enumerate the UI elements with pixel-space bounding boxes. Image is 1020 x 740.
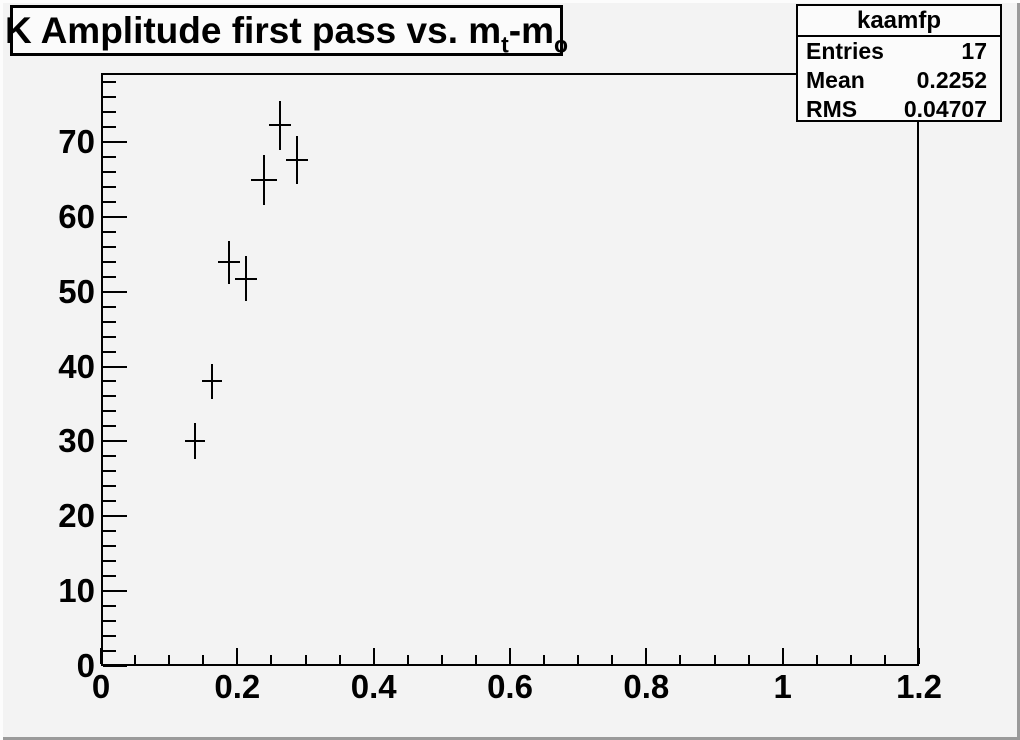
x-axis-tick-label: 0.6 xyxy=(487,668,533,705)
y-axis-tick-label: 60 xyxy=(58,197,95,235)
plot-frame xyxy=(101,73,919,666)
y-axis-tick-label: 70 xyxy=(58,122,95,160)
y-axis-tick-label: 30 xyxy=(58,422,95,460)
stats-label: Entries xyxy=(806,38,884,64)
y-axis-tick-label: 20 xyxy=(58,497,95,535)
stats-label: RMS xyxy=(806,96,858,122)
stats-row-rms: RMS 0.04707 xyxy=(798,95,1000,124)
stats-box: kaamfp Entries 17 Mean 0.2252 RMS 0.0470… xyxy=(796,4,1002,122)
x-axis-tick-label: 1.2 xyxy=(896,668,942,705)
stats-row-entries: Entries 17 xyxy=(798,37,1000,66)
stats-value: 0.04707 xyxy=(903,96,987,122)
x-axis-tick-label: 0.2 xyxy=(214,668,261,705)
stats-value: 17 xyxy=(961,38,987,64)
chart-title-box: K Amplitude first pass vs. mt-mo xyxy=(5,5,568,56)
subscript-t: t xyxy=(501,31,509,58)
y-axis-tick-label: 40 xyxy=(58,347,95,385)
stats-label: Mean xyxy=(806,67,865,93)
x-axis-tick-label: 0.4 xyxy=(350,668,397,705)
stats-box-title: kaamfp xyxy=(798,6,1000,37)
y-axis-tick-label: 10 xyxy=(58,572,95,610)
y-axis-tick-label: 0 xyxy=(76,647,95,684)
x-axis-tick-label: 0 xyxy=(91,668,111,705)
x-axis-tick-label: 1 xyxy=(773,668,792,705)
y-axis-tick-label: 50 xyxy=(58,272,95,310)
x-axis-tick-label: 0.8 xyxy=(623,668,670,705)
chart-title-text: K Amplitude first pass vs. mt-mo xyxy=(4,9,569,58)
stats-value: 0.2252 xyxy=(916,67,987,93)
subscript-o: o xyxy=(554,31,569,58)
stats-row-mean: Mean 0.2252 xyxy=(798,66,1000,95)
